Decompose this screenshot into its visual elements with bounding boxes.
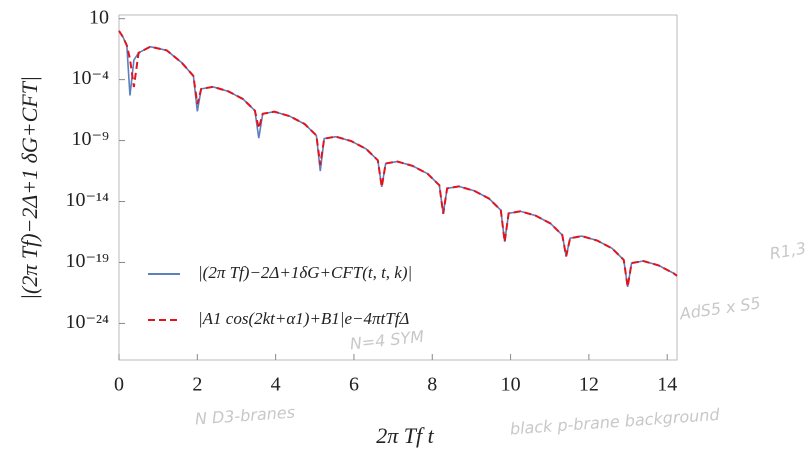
background-note: N D3-branes	[194, 403, 295, 429]
x-tick-label: 10	[501, 374, 521, 396]
background-note: AdS5 x S5	[678, 293, 762, 323]
y-tick-label: 10⁻¹⁴	[65, 189, 109, 211]
x-axis-label: 2π Tf t	[376, 423, 434, 448]
data-line	[118, 30, 678, 287]
legend-label: |A1 cos(2kt+α1)+B1|e−4πtTfΔ	[198, 309, 409, 328]
x-tick-label: 2	[192, 374, 202, 396]
y-tick-label: 10⁻⁹	[71, 128, 109, 150]
background-note: R1,3	[768, 238, 807, 263]
y-axis-label: |(2π Tf)−2Δ+1 δG+CFT|	[17, 76, 42, 300]
y-tick-label: 10	[89, 6, 109, 28]
y-tick-label: 10⁻²⁴	[65, 311, 109, 333]
legend-label: |(2π Tf)−2Δ+1δG+CFT(t, t, k)|	[198, 263, 412, 282]
y-tick-label: 10⁻⁴	[71, 67, 109, 89]
x-tick-label: 4	[271, 374, 281, 396]
x-tick-label: 14	[657, 374, 677, 396]
y-tick-label: 10⁻¹⁹	[65, 250, 109, 272]
background-note: N=4 SYM	[349, 327, 425, 354]
x-tick-label: 8	[427, 374, 437, 396]
data-line	[118, 30, 678, 288]
background-note: black p-brane background	[509, 405, 721, 439]
x-tick-label: 6	[349, 374, 359, 396]
plot-frame	[118, 14, 678, 361]
x-tick-label: 12	[579, 374, 599, 396]
x-tick-label: 0	[114, 374, 124, 396]
